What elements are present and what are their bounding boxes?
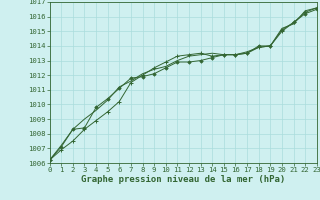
- X-axis label: Graphe pression niveau de la mer (hPa): Graphe pression niveau de la mer (hPa): [81, 175, 285, 184]
